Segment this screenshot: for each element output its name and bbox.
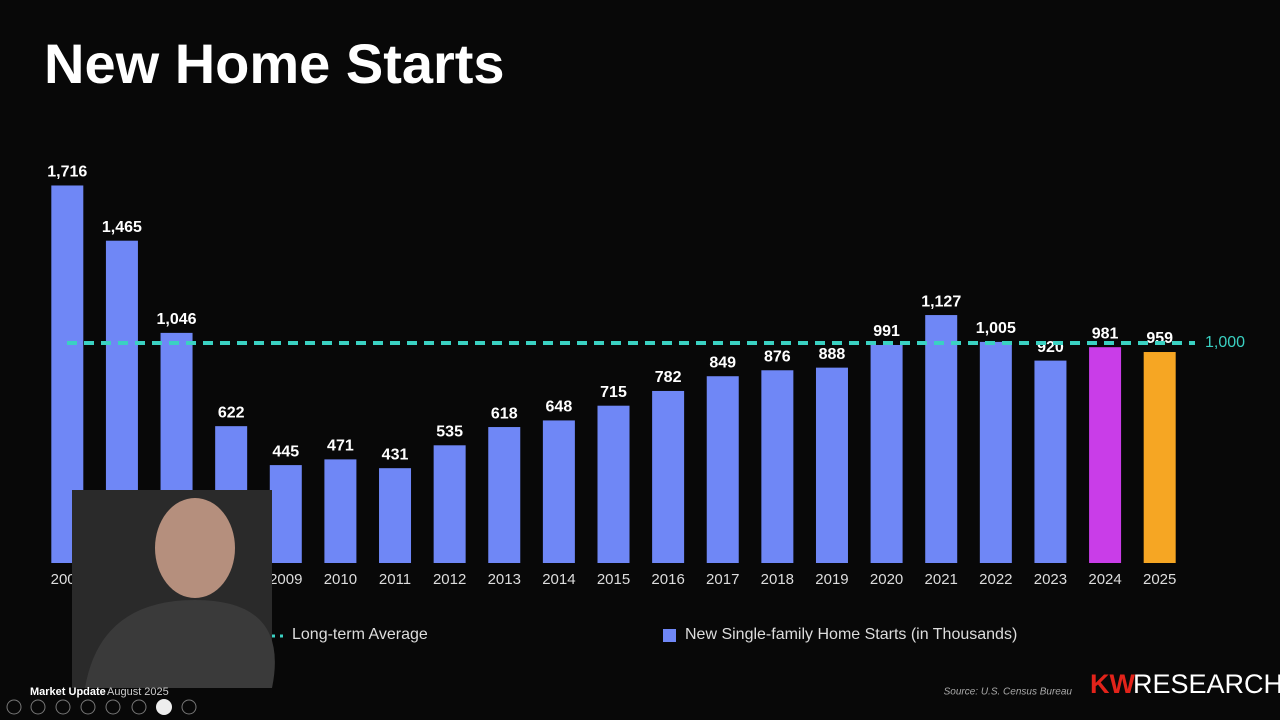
data-label: 959: [1146, 330, 1173, 347]
legend-label: Long-term Average: [292, 626, 428, 643]
source: Source: U.S. Census Bureau: [944, 687, 1073, 698]
x-tick-label: 2020: [870, 571, 903, 588]
next-button[interactable]: [30, 699, 46, 715]
brand-research: RESEARCH: [1133, 669, 1280, 699]
toolbar: [6, 699, 197, 715]
bar: [269, 465, 302, 563]
zoom-button[interactable]: [105, 699, 121, 715]
x-tick-label: 2019: [815, 571, 848, 588]
bar: [652, 390, 685, 563]
deck-date: August 2025: [107, 686, 169, 698]
more-button[interactable]: [181, 699, 197, 715]
data-label: 1,127: [921, 293, 961, 310]
x-tick-label: 2017: [706, 571, 739, 588]
chart: 1,716 1,465 1,046 622 445 471 431 535 618 648 715 7…: [47, 164, 1245, 644]
bar: [542, 420, 575, 563]
data-label: 849: [709, 354, 736, 371]
x-tick-label: 2013: [488, 571, 521, 588]
presenter-video: [72, 490, 275, 688]
x-tick-label: 2022: [979, 571, 1012, 588]
subtitle-button[interactable]: [131, 699, 147, 715]
data-label: 876: [764, 348, 791, 365]
bar: [979, 341, 1012, 563]
x-tick-label: 2023: [1034, 571, 1067, 588]
data-label: 1,005: [976, 320, 1016, 337]
x-tick-label: 2012: [433, 571, 466, 588]
slides-button[interactable]: [80, 699, 96, 715]
x-tick-label: 2018: [761, 571, 794, 588]
legend-swatch: [663, 629, 676, 642]
x-tick-label: 2014: [542, 571, 575, 588]
data-label: 1,465: [102, 219, 142, 236]
data-label: 535: [436, 424, 463, 441]
data-label: 622: [218, 404, 245, 421]
x-tick-label: 2021: [925, 571, 958, 588]
legend-label: New Single-family Home Starts (in Thousa…: [685, 626, 1017, 643]
bar: [324, 459, 357, 563]
prev-button[interactable]: [6, 699, 22, 715]
bar: [815, 367, 848, 563]
x-tick-label: 2016: [651, 571, 684, 588]
x-tick-label: 2025: [1143, 571, 1176, 588]
data-label: 471: [327, 438, 354, 455]
data-label: 648: [546, 399, 573, 416]
data-label: 715: [600, 384, 627, 401]
data-label: 445: [272, 443, 299, 460]
pen-button[interactable]: [55, 699, 71, 715]
data-label: 1,716: [47, 164, 87, 181]
x-tick-label: 2011: [379, 571, 411, 588]
bar: [433, 445, 466, 563]
bar: [870, 344, 903, 563]
data-label: 888: [819, 346, 846, 363]
x-tick-label: 2009: [269, 571, 302, 588]
average-label: 1,000: [1205, 334, 1245, 351]
bar: [1143, 352, 1176, 563]
camera-button[interactable]: [156, 699, 172, 715]
bar: [1034, 360, 1067, 563]
bar: [761, 370, 794, 563]
data-label: 618: [491, 405, 518, 422]
x-tick-label: 2024: [1088, 571, 1121, 588]
data-label: 991: [873, 323, 900, 340]
brand-kw: KW: [1090, 669, 1135, 699]
data-label: 981: [1092, 325, 1119, 342]
deck-name: Market Update: [30, 686, 106, 698]
bar: [597, 405, 630, 563]
bar: [379, 468, 412, 563]
x-tick-label: 2015: [597, 571, 630, 588]
data-label: 431: [382, 446, 409, 463]
bar: [706, 376, 739, 563]
bar: [925, 315, 958, 563]
bar: [1089, 347, 1122, 563]
bar: [488, 427, 521, 563]
slide-title: New Home Starts: [44, 32, 505, 95]
x-tick-label: 2010: [324, 571, 357, 588]
data-label: 1,046: [157, 311, 197, 328]
data-label: 782: [655, 369, 682, 386]
